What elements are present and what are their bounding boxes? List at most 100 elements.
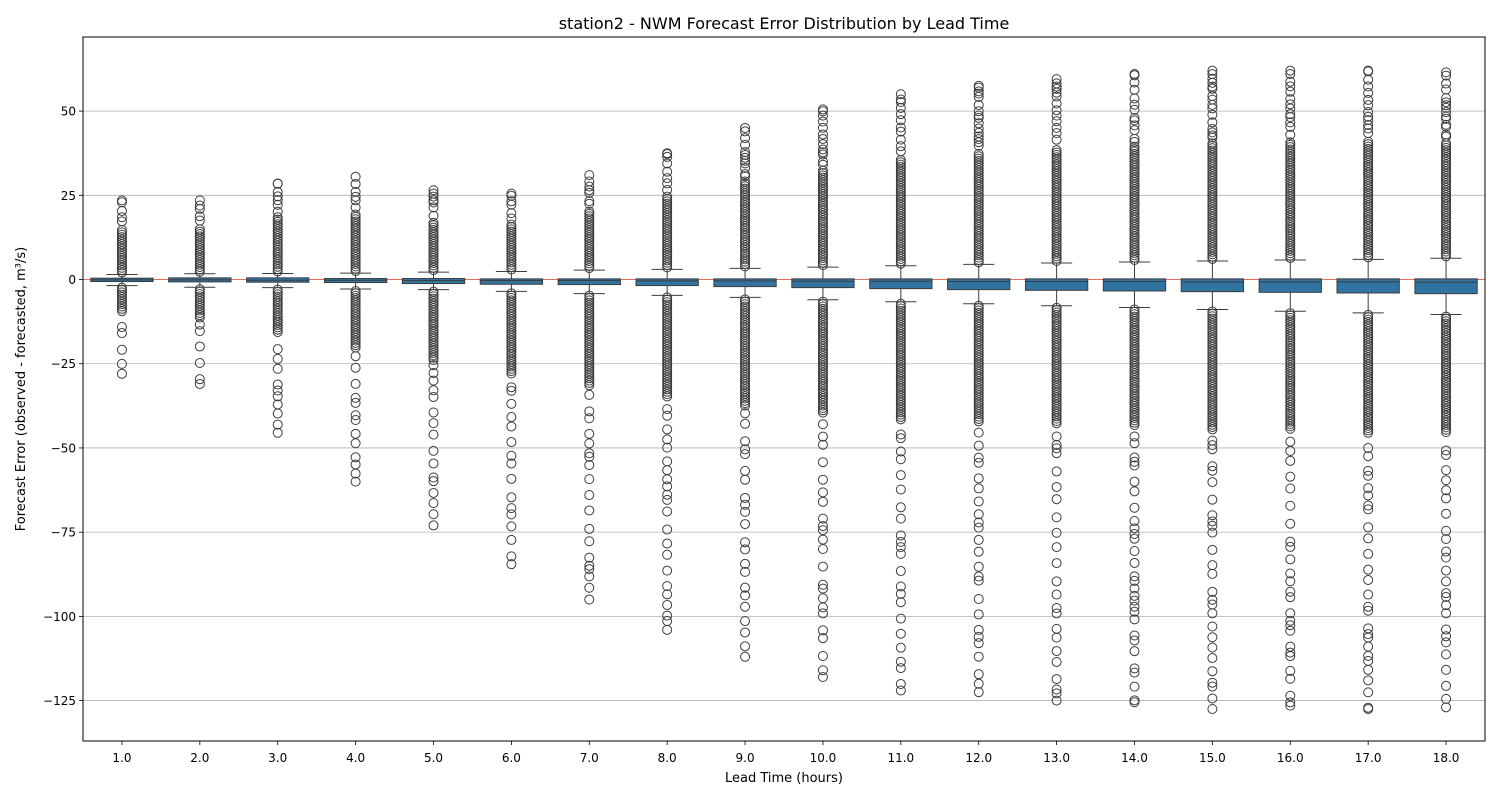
outlier-point	[740, 558, 751, 569]
outlier-point	[1051, 98, 1062, 109]
outlier-point	[1363, 420, 1374, 431]
outlier-point	[1285, 625, 1296, 636]
outlier-point	[1441, 485, 1452, 496]
outlier-point	[1363, 605, 1374, 616]
outlier-point	[1207, 424, 1218, 435]
outlier-point	[584, 211, 595, 222]
outliers-4.0	[350, 171, 361, 487]
outlier-point	[1129, 125, 1140, 136]
outlier-point	[116, 358, 127, 369]
outlier-point	[817, 608, 828, 619]
outliers-13.0	[1051, 74, 1062, 706]
outlier-point	[116, 328, 127, 339]
outlier-point	[1129, 69, 1140, 80]
outlier-point	[1441, 420, 1452, 431]
outlier-point	[584, 451, 595, 462]
outlier-point	[272, 419, 283, 430]
outlier-point	[895, 411, 906, 422]
outlier-point	[662, 173, 673, 184]
outlier-point	[1129, 663, 1140, 674]
outlier-point	[1441, 508, 1452, 519]
outlier-point	[1051, 145, 1062, 156]
x-tick-label: 1.0	[112, 751, 131, 765]
box-body	[1102, 278, 1167, 292]
outlier-point	[1441, 664, 1452, 675]
outlier-point	[272, 320, 283, 330]
outlier-point	[817, 133, 828, 144]
outlier-point	[1051, 494, 1062, 505]
outlier-point	[1363, 451, 1374, 462]
outlier-point	[584, 380, 595, 391]
outlier-point	[1363, 141, 1374, 152]
outlier-point	[1129, 141, 1140, 152]
outlier-point	[1285, 608, 1296, 619]
outlier-point	[817, 474, 828, 485]
outlier-point	[272, 199, 283, 210]
outlier-point	[506, 385, 517, 396]
outlier-point	[584, 460, 595, 471]
outlier-point	[740, 149, 751, 160]
outlier-point	[973, 609, 984, 620]
outlier-point	[428, 355, 439, 366]
outlier-point	[1051, 105, 1062, 116]
outlier-point	[662, 524, 673, 535]
outlier-point	[740, 122, 751, 133]
outlier-point	[740, 519, 751, 530]
outlier-point	[1207, 608, 1218, 619]
outlier-point	[1129, 120, 1140, 131]
outlier-point	[817, 170, 828, 181]
outlier-point	[506, 398, 517, 409]
outlier-point	[350, 392, 361, 403]
outlier-point	[1441, 637, 1452, 648]
outliers-9.0	[740, 122, 751, 662]
outlier-point	[973, 571, 984, 582]
outlier-point	[1129, 417, 1140, 428]
box-body	[791, 278, 855, 289]
outlier-point	[272, 191, 283, 202]
outlier-point	[1207, 693, 1218, 704]
outlier-point	[1051, 91, 1062, 102]
outlier-point	[895, 454, 906, 465]
outlier-point	[1207, 130, 1218, 141]
box-body	[1024, 278, 1089, 291]
outliers-17.0	[1363, 65, 1374, 714]
outlier-point	[584, 564, 595, 575]
outlier-point	[1051, 632, 1062, 643]
outlier-point	[973, 483, 984, 494]
outlier-point	[895, 102, 906, 113]
outlier-point	[740, 169, 751, 180]
outliers-11.0	[895, 89, 906, 696]
outlier-point	[1363, 87, 1374, 98]
outlier-point	[1363, 522, 1374, 533]
box-14.0	[1102, 261, 1167, 308]
outlier-point	[895, 613, 906, 624]
outlier-point	[895, 146, 906, 157]
outlier-point	[1129, 681, 1140, 692]
outlier-point	[895, 663, 906, 674]
outlier-point	[428, 509, 439, 520]
outlier-point	[1363, 533, 1374, 544]
outlier-point	[1129, 112, 1140, 123]
outlier-point	[1051, 512, 1062, 523]
outlier-point	[740, 163, 751, 174]
outlier-point	[1285, 518, 1296, 529]
outlier-point	[895, 94, 906, 105]
outlier-point	[1285, 576, 1296, 587]
outlier-point	[973, 440, 984, 451]
outlier-point	[116, 368, 127, 379]
outlier-point	[584, 375, 595, 386]
outlier-point	[1441, 445, 1452, 456]
outlier-point	[506, 503, 517, 514]
outlier-point	[506, 363, 517, 374]
outlier-point	[973, 416, 984, 427]
outlier-point	[1441, 67, 1452, 78]
outlier-point	[1207, 465, 1218, 476]
outlier-point	[895, 141, 906, 152]
outlier-point	[506, 521, 517, 532]
outlier-point	[817, 602, 828, 613]
outlier-point	[973, 593, 984, 604]
outlier-point	[662, 424, 673, 435]
x-tick-label: 9.0	[736, 751, 755, 765]
outlier-point	[973, 687, 984, 698]
outlier-point	[1363, 655, 1374, 666]
